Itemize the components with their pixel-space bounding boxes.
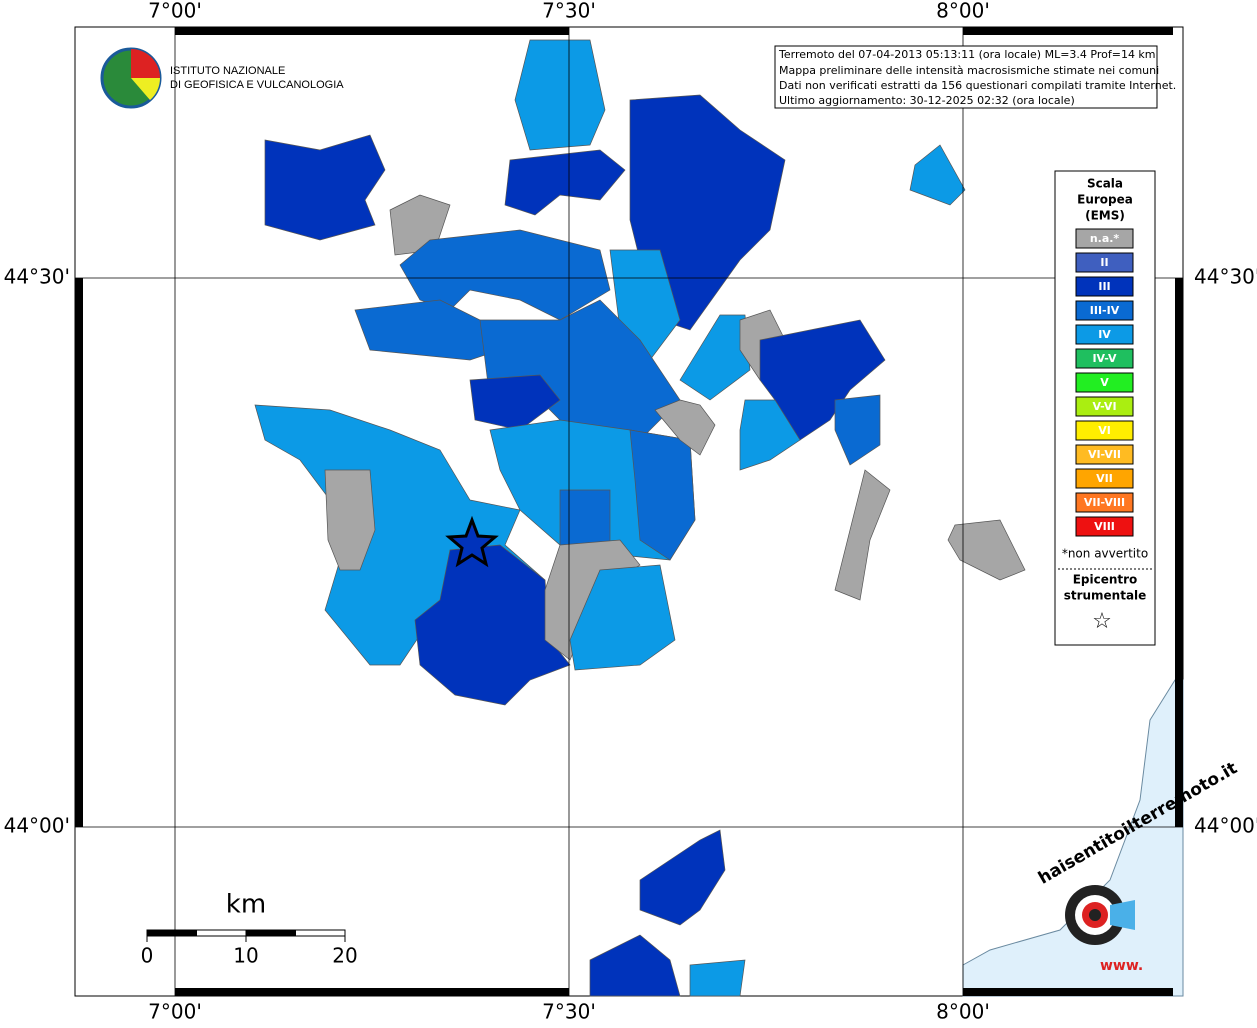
watermark-prefix: www. bbox=[1100, 958, 1143, 974]
axis-labels: 7°00' 7°30' 8°00' 7°00' 7°30' 8°00' 44°3… bbox=[4, 0, 1257, 1024]
x-label: 8°00' bbox=[936, 1000, 990, 1024]
legend-swatch bbox=[1075, 516, 1134, 537]
legend-swatch bbox=[1075, 396, 1134, 417]
legend-label: III bbox=[1098, 280, 1110, 293]
header-line: Mappa preliminare delle intensità macros… bbox=[779, 64, 1159, 77]
municipalities bbox=[254, 39, 1026, 997]
scale-label: 20 bbox=[332, 944, 357, 968]
legend-epicenter: Epicentro bbox=[1073, 573, 1138, 587]
x-label: 8°00' bbox=[936, 0, 990, 23]
legend-swatch bbox=[1075, 348, 1134, 369]
scale-label: 10 bbox=[233, 944, 258, 968]
legend-swatch bbox=[1075, 276, 1134, 297]
legend-swatch bbox=[1075, 420, 1134, 441]
logo-text: DI GEOFISICA E VULCANOLOGIA bbox=[170, 79, 344, 91]
y-label: 44°30' bbox=[1194, 265, 1257, 289]
epicenter bbox=[445, 515, 499, 568]
logo: ISTITUTO NAZIONALE DI GEOFISICA E VULCAN… bbox=[100, 47, 344, 109]
legend-swatch bbox=[1075, 252, 1134, 273]
legend-swatch bbox=[1075, 372, 1134, 393]
legend-label: V bbox=[1100, 376, 1109, 389]
y-label: 44°00' bbox=[1194, 814, 1257, 838]
legend-epicenter: strumentale bbox=[1064, 589, 1147, 603]
legend-label: IV-V bbox=[1092, 352, 1117, 365]
x-label: 7°30' bbox=[542, 0, 596, 23]
legend-label: n.a.* bbox=[1090, 232, 1120, 245]
legend-label: III-IV bbox=[1090, 304, 1120, 317]
legend-swatch bbox=[1075, 228, 1134, 249]
legend-label: VII-VIII bbox=[1084, 496, 1125, 509]
legend-swatch bbox=[1075, 324, 1134, 345]
x-label: 7°00' bbox=[148, 1000, 202, 1024]
header-line: Terremoto del 07-04-2013 05:13:11 (ora l… bbox=[778, 48, 1156, 61]
x-label: 7°00' bbox=[148, 0, 202, 23]
legend-label: II bbox=[1100, 256, 1108, 269]
frame-bars bbox=[75, 27, 1183, 996]
y-label: 44°30' bbox=[4, 265, 70, 289]
legend-swatch bbox=[1075, 492, 1134, 513]
header-line: Ultimo aggiornamento: 30-12-2025 02:32 (… bbox=[779, 94, 1075, 107]
logo-text: ISTITUTO NAZIONALE bbox=[170, 65, 285, 77]
legend-label: VI bbox=[1098, 424, 1111, 437]
header: Terremoto del 07-04-2013 05:13:11 (ora l… bbox=[774, 45, 1176, 109]
legend-label: IV bbox=[1098, 328, 1111, 341]
legend-note: *non avvertito bbox=[1062, 547, 1148, 561]
scale-unit: km bbox=[226, 890, 266, 920]
graticule bbox=[75, 27, 1183, 996]
legend-title: Scala bbox=[1087, 177, 1123, 191]
legend-title: (EMS) bbox=[1085, 209, 1125, 223]
scale-label: 0 bbox=[141, 944, 154, 968]
legend-swatch bbox=[1075, 444, 1134, 465]
x-label: 7°30' bbox=[542, 1000, 596, 1024]
legend-label: VII bbox=[1096, 472, 1113, 485]
legend-swatch bbox=[1075, 468, 1134, 489]
legend-label: V-VI bbox=[1092, 400, 1116, 413]
y-label: 44°00' bbox=[4, 814, 70, 838]
scale-bar: km 0 10 20 bbox=[141, 890, 358, 968]
legend: Scala Europea (EMS) *non avvertito Epice… bbox=[1054, 170, 1156, 646]
legend-title: Europea bbox=[1077, 193, 1133, 207]
legend-swatch bbox=[1075, 300, 1134, 321]
legend-star: ☆ bbox=[1092, 609, 1112, 634]
legend-label: VI-VII bbox=[1088, 448, 1121, 461]
legend-label: VIII bbox=[1094, 520, 1115, 533]
header-line: Dati non verificati estratti da 156 ques… bbox=[779, 79, 1176, 92]
